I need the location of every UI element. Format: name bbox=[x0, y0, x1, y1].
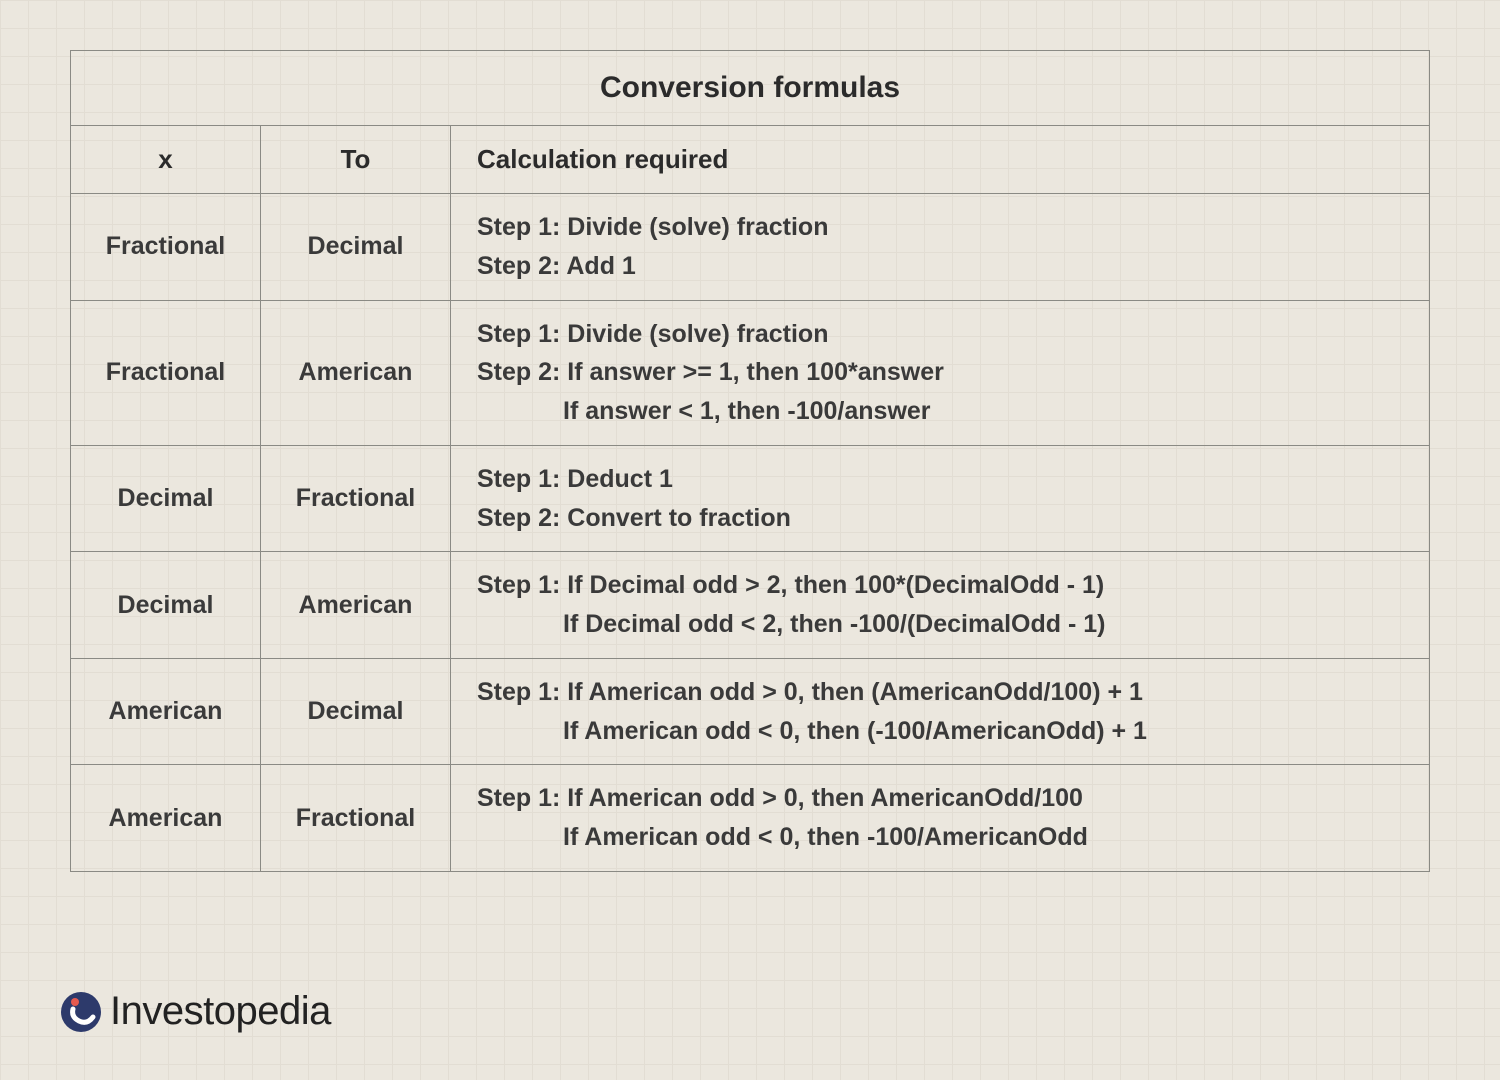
calc-step: If Decimal odd < 2, then -100/(DecimalOd… bbox=[477, 605, 1419, 644]
calc-step: If answer < 1, then -100/answer bbox=[477, 392, 1419, 431]
calc-step: If American odd < 0, then (-100/American… bbox=[477, 712, 1419, 751]
to-cell: Fractional bbox=[261, 765, 451, 872]
col-header-to: To bbox=[261, 126, 451, 194]
table-row: AmericanFractional Step 1: If American od… bbox=[71, 765, 1430, 872]
brand-logo: Investopedia bbox=[60, 989, 331, 1034]
calc-step: Step 2: Convert to fraction bbox=[477, 499, 1419, 538]
to-cell: American bbox=[261, 552, 451, 659]
from-cell: Decimal bbox=[71, 445, 261, 552]
calc-cell: Step 1: Divide (solve) fractionStep 2: I… bbox=[451, 300, 1430, 445]
from-cell: Decimal bbox=[71, 552, 261, 659]
calc-step: Step 1: If American odd > 0, then Americ… bbox=[477, 779, 1419, 818]
from-cell: American bbox=[71, 658, 261, 765]
table-title: Conversion formulas bbox=[71, 51, 1430, 126]
to-cell: Fractional bbox=[261, 445, 451, 552]
calc-step: Step 1: If Decimal odd > 2, then 100*(De… bbox=[477, 566, 1419, 605]
from-cell: Fractional bbox=[71, 300, 261, 445]
to-cell: Decimal bbox=[261, 658, 451, 765]
table-row: FractionalAmericanStep 1: Divide (solve)… bbox=[71, 300, 1430, 445]
calc-cell: Step 1: Divide (solve) fractionStep 2: A… bbox=[451, 194, 1430, 301]
calc-step: If American odd < 0, then -100/AmericanO… bbox=[477, 818, 1419, 857]
conversion-formulas-table: Conversion formulas x To Calculation req… bbox=[70, 50, 1430, 872]
col-header-from: x bbox=[71, 126, 261, 194]
table-row: AmericanDecimal Step 1: If American odd >… bbox=[71, 658, 1430, 765]
col-header-calc: Calculation required bbox=[451, 126, 1430, 194]
to-cell: Decimal bbox=[261, 194, 451, 301]
from-cell: American bbox=[71, 765, 261, 872]
calc-cell: Step 1: If American odd > 0, then Americ… bbox=[451, 765, 1430, 872]
calc-cell: Step 1: Deduct 1Step 2: Convert to fract… bbox=[451, 445, 1430, 552]
to-cell: American bbox=[261, 300, 451, 445]
calc-step: Step 1: Deduct 1 bbox=[477, 460, 1419, 499]
calc-cell: Step 1: If Decimal odd > 2, then 100*(De… bbox=[451, 552, 1430, 659]
calc-step: Step 1: Divide (solve) fraction bbox=[477, 208, 1419, 247]
calc-cell: Step 1: If American odd > 0, then (Ameri… bbox=[451, 658, 1430, 765]
table-row: DecimalAmerican Step 1: If Decimal odd > … bbox=[71, 552, 1430, 659]
calc-step: Step 1: If American odd > 0, then (Ameri… bbox=[477, 673, 1419, 712]
table-row: FractionalDecimalStep 1: Divide (solve) … bbox=[71, 194, 1430, 301]
calc-step: Step 2: If answer >= 1, then 100*answer bbox=[477, 353, 1419, 392]
calc-step: Step 2: Add 1 bbox=[477, 247, 1419, 286]
brand-name: Investopedia bbox=[110, 989, 331, 1034]
from-cell: Fractional bbox=[71, 194, 261, 301]
investopedia-icon bbox=[60, 991, 102, 1033]
calc-step: Step 1: Divide (solve) fraction bbox=[477, 315, 1419, 354]
table-row: DecimalFractionalStep 1: Deduct 1Step 2:… bbox=[71, 445, 1430, 552]
